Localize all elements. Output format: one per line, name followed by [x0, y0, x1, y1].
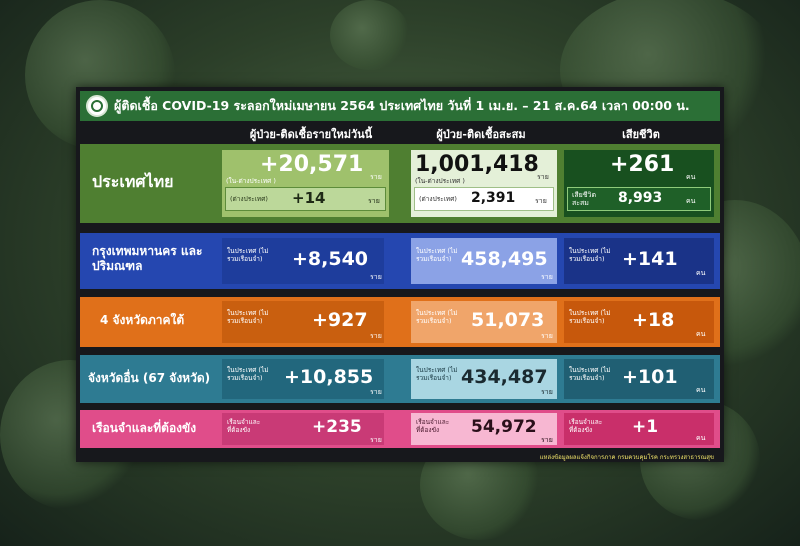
bangkok-new-value: +8,540 — [292, 248, 369, 270]
row-south: 4 จังหวัดภาคใต้ ในประเทศ (ไม่รวมเรือนจำ)… — [80, 297, 720, 347]
south-cum-box: ในประเทศ (ไม่รวมเรือนจำ) 51,073 ราย — [411, 301, 557, 343]
thailand-new-abroad-unit: ราย — [368, 197, 380, 205]
covid-stats-panel: ผู้ติดเชื้อ COVID-19 ระลอกใหม่เมษายน 256… — [76, 87, 724, 462]
thailand-cum-value: 1,001,418 — [415, 152, 539, 177]
thailand-death-box: +261 คน เสียชีวิต สะสม 8,993 คน — [564, 150, 714, 217]
south-death-box: ในประเทศ (ไม่รวมเรือนจำ) +18 คน — [564, 301, 714, 343]
thailand-new-sub: (ใน-ต่างประเทศ ) — [226, 177, 276, 185]
thailand-new-abroad-value: +14 — [292, 189, 326, 207]
bangkok-new-box: ในประเทศ (ไม่รวมเรือนจำ) +8,540 ราย — [222, 238, 384, 284]
bangkok-new-label: ในประเทศ (ไม่รวมเรือนจำ) — [227, 247, 269, 263]
thailand-new-value: +20,571 — [260, 152, 364, 177]
thailand-cum-sub: (ใน-ต่างประเทศ ) — [415, 177, 465, 185]
prison-death-box: เรือนจำและ ที่ต้องขัง +1 คน — [564, 413, 714, 445]
virus-decoration — [330, 0, 410, 70]
other-new-label: ในประเทศ (ไม่รวมเรือนจำ) — [227, 366, 269, 382]
other-new-unit: ราย — [370, 388, 382, 396]
thailand-death-unit: คน — [686, 173, 696, 181]
south-cum-unit: ราย — [541, 332, 553, 340]
bangkok-death-box: ในประเทศ (ไม่รวมเรือนจำ) +141 คน — [564, 238, 714, 284]
south-new-box: ในประเทศ (ไม่รวมเรือนจำ) +927 ราย — [222, 301, 384, 343]
source-note: แหล่งข้อมูลผลแจ้งกิจการภาค กรมควบคุมโรค … — [539, 454, 714, 461]
thailand-cum-abroad-box: (ต่างประเทศ) 2,391 ราย — [414, 187, 554, 211]
other-new-box: ในประเทศ (ไม่รวมเรือนจำ) +10,855 ราย — [222, 359, 384, 399]
prison-death-label: เรือนจำและ ที่ต้องขัง — [569, 418, 603, 434]
column-header-deaths: เสียชีวิต — [622, 128, 660, 141]
south-cum-label: ในประเทศ (ไม่รวมเรือนจำ) — [416, 309, 458, 325]
other-cum-unit: ราย — [541, 388, 553, 396]
column-header-new: ผู้ป่วย-ติดเชื้อรายใหม่วันนี้ — [249, 128, 373, 141]
bangkok-death-unit: คน — [696, 269, 706, 277]
thailand-cum-abroad-label: (ต่างประเทศ) — [419, 195, 457, 203]
thailand-new-abroad-box: (ต่างประเทศ) +14 ราย — [225, 187, 386, 211]
other-death-label: ในประเทศ (ไม่รวมเรือนจำ) — [569, 366, 611, 382]
other-new-value: +10,855 — [284, 366, 374, 388]
south-new-value: +927 — [312, 309, 368, 331]
bangkok-death-label: ในประเทศ (ไม่รวมเรือนจำ) — [569, 247, 611, 263]
prison-cum-value: 54,972 — [471, 417, 537, 437]
thailand-new-box: +20,571 (ใน-ต่างประเทศ ) ราย (ต่างประเทศ… — [222, 150, 389, 217]
prison-new-unit: ราย — [370, 436, 382, 444]
row-prison: เรือนจำและที่ต้องขัง เรือนจำและ ที่ต้องข… — [80, 410, 720, 448]
row-other-provinces: จังหวัดอื่น (67 จังหวัด) ในประเทศ (ไม่รว… — [80, 355, 720, 403]
other-cum-value: 434,487 — [461, 366, 548, 388]
page-title: ผู้ติดเชื้อ COVID-19 ระลอกใหม่เมษายน 256… — [114, 98, 690, 113]
prison-new-box: เรือนจำและ ที่ต้องขัง +235 ราย — [222, 413, 384, 445]
other-death-value: +101 — [622, 366, 678, 388]
title-bar: ผู้ติดเชื้อ COVID-19 ระลอกใหม่เมษายน 256… — [80, 91, 720, 121]
other-death-box: ในประเทศ (ไม่รวมเรือนจำ) +101 คน — [564, 359, 714, 399]
prison-cum-unit: ราย — [541, 436, 553, 444]
bangkok-cum-value: 458,495 — [461, 248, 548, 270]
south-death-label: ในประเทศ (ไม่รวมเรือนจำ) — [569, 309, 611, 325]
ministry-logo-icon — [86, 95, 108, 117]
thailand-death-cum-value: 8,993 — [618, 190, 663, 206]
prison-death-value: +1 — [632, 417, 659, 437]
south-new-label: ในประเทศ (ไม่รวมเรือนจำ) — [227, 309, 269, 325]
row-thailand: ประเทศไทย +20,571 (ใน-ต่างประเทศ ) ราย (… — [80, 144, 720, 223]
other-cum-box: ในประเทศ (ไม่รวมเรือนจำ) 434,487 ราย — [411, 359, 557, 399]
south-death-value: +18 — [632, 309, 675, 331]
thailand-cum-box: 1,001,418 (ใน-ต่างประเทศ ) ราย (ต่างประเ… — [411, 150, 557, 217]
thailand-cum-unit: ราย — [537, 173, 549, 181]
thailand-death-value: +261 — [610, 152, 675, 177]
bangkok-death-value: +141 — [622, 248, 678, 270]
bangkok-cum-box: ในประเทศ (ไม่รวมเรือนจำ) 458,495 ราย — [411, 238, 557, 284]
prison-new-value: +235 — [312, 417, 362, 437]
south-new-unit: ราย — [370, 332, 382, 340]
thailand-death-cum-unit: คน — [686, 197, 696, 205]
prison-cum-box: เรือนจำและ ที่ต้องขัง 54,972 ราย — [411, 413, 557, 445]
thailand-cum-abroad-value: 2,391 — [471, 190, 516, 206]
row-label-prison: เรือนจำและที่ต้องขัง — [92, 421, 197, 435]
row-label-thailand: ประเทศไทย — [92, 172, 174, 191]
row-label-bangkok: กรุงเทพมหานคร และปริมณฑล — [92, 244, 203, 273]
other-death-unit: คน — [696, 386, 706, 394]
prison-cum-label: เรือนจำและ ที่ต้องขัง — [416, 418, 450, 434]
column-header-cumulative: ผู้ป่วย-ติดเชื้อสะสม — [436, 128, 526, 141]
south-cum-value: 51,073 — [471, 309, 545, 331]
bangkok-new-unit: ราย — [370, 273, 382, 281]
south-death-unit: คน — [696, 330, 706, 338]
row-bangkok: กรุงเทพมหานคร และปริมณฑล ในประเทศ (ไม่รว… — [80, 233, 720, 289]
other-cum-label: ในประเทศ (ไม่รวมเรือนจำ) — [416, 366, 458, 382]
thailand-death-cum-label: เสียชีวิต สะสม — [572, 191, 596, 207]
thailand-death-cum-box: เสียชีวิต สะสม 8,993 คน — [567, 187, 711, 211]
row-label-south: 4 จังหวัดภาคใต้ — [100, 313, 185, 327]
thailand-cum-abroad-unit: ราย — [535, 197, 547, 205]
prison-death-unit: คน — [696, 434, 706, 442]
row-label-other: จังหวัดอื่น (67 จังหวัด) — [88, 371, 211, 385]
thailand-new-abroad-label: (ต่างประเทศ) — [230, 195, 268, 203]
bangkok-cum-label: ในประเทศ (ไม่รวมเรือนจำ) — [416, 247, 458, 263]
prison-new-label: เรือนจำและ ที่ต้องขัง — [227, 418, 261, 434]
bangkok-cum-unit: ราย — [541, 273, 553, 281]
thailand-new-unit: ราย — [370, 173, 382, 181]
